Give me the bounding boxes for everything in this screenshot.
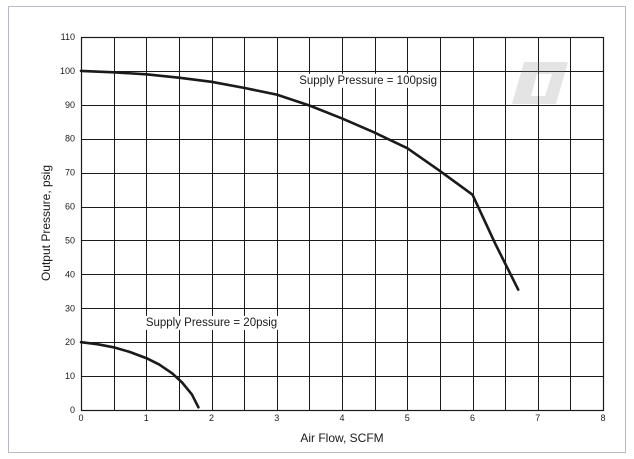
y-tick-label: 100: [60, 66, 75, 76]
y-tick-label: 0: [70, 405, 75, 415]
grid-layer: [80, 36, 605, 412]
annotation-layer: Supply Pressure = 100psig Supply Pressure…: [142, 73, 440, 330]
x-axis-label: Air Flow, SCFM: [300, 431, 383, 445]
x-tick-label: 3: [274, 413, 279, 423]
y-tick-label: 60: [65, 202, 75, 212]
watermark-logo: [512, 62, 568, 104]
annotation-background: [296, 73, 440, 88]
x-tick-label: 4: [339, 413, 344, 423]
x-tick-label: 2: [209, 413, 214, 423]
annotation: Supply Pressure = 100psig: [296, 73, 440, 88]
x-tick-label: 8: [600, 413, 605, 423]
series-layer: [79, 69, 520, 409]
x-tick-label: 1: [144, 413, 149, 423]
y-tick-label: 30: [65, 303, 75, 313]
y-tick-label: 90: [65, 100, 75, 110]
x-tick-label: 0: [78, 413, 83, 423]
annotation: Supply Pressure = 20psig: [142, 315, 281, 330]
annotation-text: Supply Pressure = 20psig: [146, 317, 277, 329]
x-tick-label: 6: [470, 413, 475, 423]
x-tick-label: 7: [535, 413, 540, 423]
series-line-20psig: [79, 340, 200, 409]
y-tick-label: 70: [65, 168, 75, 178]
y-tick-label: 20: [65, 337, 75, 347]
annotation-background: [142, 315, 281, 330]
y-tick-label: 40: [65, 269, 75, 279]
y-axis-label: Output Pressure, psig: [39, 165, 53, 281]
plot-border: [80, 36, 605, 412]
y-tick-label: 110: [61, 32, 75, 42]
series-line-100psig: [79, 69, 520, 291]
x-tick-label: 5: [405, 413, 410, 423]
y-tick-label: 50: [65, 235, 75, 245]
y-tick-label: 10: [65, 371, 75, 381]
y-tick-label: 80: [65, 134, 75, 144]
annotation-text: Supply Pressure = 100psig: [299, 75, 437, 87]
